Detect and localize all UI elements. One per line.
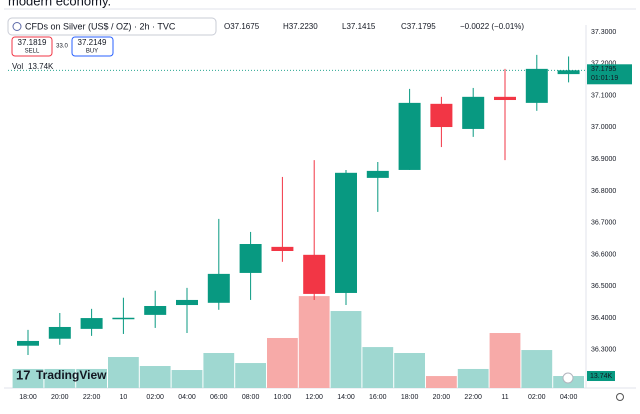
volume-bar bbox=[394, 353, 425, 388]
x-tick-label: 02:00 bbox=[528, 394, 546, 401]
page-text: modern economy. bbox=[8, 0, 111, 8]
x-tick-label: 02:00 bbox=[146, 394, 164, 401]
last-price-label: 37.1795 bbox=[591, 66, 616, 73]
volume-bar bbox=[330, 311, 362, 388]
y-tick-label: 36.4000 bbox=[591, 315, 616, 322]
x-tick-label: 11 bbox=[501, 394, 508, 401]
volume-value: 13.74K bbox=[28, 62, 54, 71]
change: −0.0022 (−0.01%) bbox=[460, 22, 524, 31]
candle-body bbox=[462, 96, 485, 129]
y-tick-label: 36.3000 bbox=[591, 347, 616, 354]
x-tick-label: 16:00 bbox=[369, 394, 387, 401]
x-tick-label: 10:00 bbox=[274, 394, 292, 401]
volume-bar bbox=[489, 333, 521, 388]
x-tick-label: 14:00 bbox=[337, 394, 355, 401]
buy-button[interactable] bbox=[71, 36, 114, 57]
candle-body bbox=[207, 273, 230, 303]
x-tick-label: 22:00 bbox=[83, 394, 101, 401]
volume-bar bbox=[108, 357, 139, 388]
volume-bar bbox=[457, 368, 489, 388]
candle-body bbox=[144, 305, 167, 315]
candle-body bbox=[335, 172, 357, 293]
volume-layer bbox=[12, 296, 584, 388]
x-tick-label: 06:00 bbox=[210, 394, 228, 401]
volume-bar bbox=[139, 366, 171, 388]
y-tick-label: 37.3000 bbox=[591, 29, 616, 36]
x-tick-label: 20:00 bbox=[433, 394, 451, 401]
candle-body bbox=[430, 103, 453, 128]
settings-icon[interactable] bbox=[616, 393, 624, 401]
candle-body bbox=[366, 170, 389, 178]
candle-body bbox=[398, 102, 421, 170]
volume-bar bbox=[362, 347, 394, 388]
countdown: 01:01:19 bbox=[591, 75, 618, 82]
y-tick-label: 37.2000 bbox=[591, 61, 616, 68]
volume-bar bbox=[521, 350, 553, 388]
y-tick-label: 36.7000 bbox=[591, 220, 616, 227]
buy-label: BUY bbox=[86, 49, 98, 55]
x-tick-label: 18:00 bbox=[401, 394, 419, 401]
volume-bar bbox=[44, 368, 76, 388]
x-tick-label: 04:00 bbox=[560, 394, 578, 401]
volume-bar bbox=[267, 337, 298, 388]
brand: TradingView bbox=[36, 368, 107, 382]
candle-body bbox=[48, 326, 71, 339]
y-tick-label: 36.6000 bbox=[591, 251, 616, 258]
candle-layer bbox=[8, 54, 586, 355]
y-tick-label: 36.5000 bbox=[591, 283, 616, 290]
ohlc-value: C37.1795 bbox=[401, 22, 436, 31]
symbol-box[interactable] bbox=[7, 17, 217, 36]
volume-bar bbox=[235, 363, 266, 388]
volume-bar bbox=[426, 376, 457, 388]
ohlc-value: L37.1415 bbox=[342, 22, 376, 31]
candle-body bbox=[112, 317, 135, 320]
candle-body bbox=[239, 244, 262, 273]
alert-icon[interactable] bbox=[562, 372, 574, 384]
ohlc-value: O37.1675 bbox=[224, 22, 260, 31]
x-tick-label: 08:00 bbox=[242, 394, 260, 401]
y-tick-label: 37.0000 bbox=[591, 124, 616, 131]
candle-body bbox=[525, 68, 548, 103]
axis-layer: 37.3000 37.2000 37.1000 37.0000 36.9000 36.80… bbox=[19, 29, 632, 401]
candle-body bbox=[303, 254, 326, 294]
y-tick-label: 36.9000 bbox=[591, 156, 616, 163]
ohlc-legend: O37.1675 H37.2230 L37.1415 C37.1795 bbox=[224, 22, 436, 31]
x-tick-label: 04:00 bbox=[178, 394, 196, 401]
x-tick-label: 22:00 bbox=[464, 394, 482, 401]
y-tick-label: 36.8000 bbox=[591, 188, 616, 195]
volume-bar bbox=[203, 353, 235, 388]
brand-icon: 17 bbox=[16, 367, 30, 382]
candle-body bbox=[494, 96, 516, 101]
volume-bar bbox=[171, 370, 203, 388]
volume-label: Vol bbox=[12, 62, 23, 71]
x-tick-label: 10 bbox=[120, 394, 128, 401]
candle-body bbox=[80, 318, 103, 329]
candle-body bbox=[271, 246, 294, 252]
symbol-title: CFDs on Silver (US$ / OZ) · 2h · TVC bbox=[25, 21, 176, 31]
last-price-badge bbox=[587, 64, 632, 85]
x-tick-label: 18:00 bbox=[19, 394, 37, 401]
sell-button[interactable] bbox=[11, 36, 53, 57]
sell-price: 37.1819 bbox=[18, 38, 47, 47]
volume-bar bbox=[76, 368, 107, 388]
y-tick-label: 37.1000 bbox=[591, 92, 616, 99]
spread: 33.0 bbox=[56, 44, 68, 50]
x-tick-label: 20:00 bbox=[51, 394, 69, 401]
symbol-icon bbox=[12, 22, 22, 31]
volume-bar bbox=[298, 296, 330, 388]
candle-body bbox=[176, 299, 198, 306]
candle-body bbox=[557, 70, 580, 75]
x-tick-label: 12:00 bbox=[305, 394, 323, 401]
ohlc-value: H37.2230 bbox=[283, 22, 318, 31]
sell-label: SELL bbox=[25, 49, 40, 55]
volume-badge-label: 13.74K bbox=[590, 373, 613, 380]
candle-body bbox=[17, 340, 39, 346]
volume-badge bbox=[587, 371, 615, 382]
buy-price: 37.2149 bbox=[78, 38, 107, 47]
volume-bar bbox=[12, 368, 44, 388]
